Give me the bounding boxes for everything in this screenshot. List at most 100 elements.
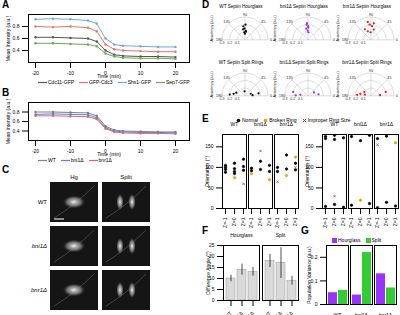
svg-text:Anisotropy (a.u.): Anisotropy (a.u.) <box>210 71 214 97</box>
svg-text:90: 90 <box>306 68 311 73</box>
svg-text:135: 135 <box>286 19 293 24</box>
svg-text:0: 0 <box>396 93 399 98</box>
svg-text:0.2: 0.2 <box>290 97 295 101</box>
svg-text:45: 45 <box>387 19 392 24</box>
svg-text:bnr1Δ: bnr1Δ <box>280 121 294 127</box>
svg-text:0.4: 0.4 <box>13 128 20 134</box>
svg-text:bnr1Δ: bnr1Δ <box>241 309 255 315</box>
svg-text:bni1Δ: bni1Δ <box>270 309 284 315</box>
svg-text:0.6: 0.6 <box>13 35 20 41</box>
svg-text:Anisotropy (a.u.): Anisotropy (a.u.) <box>210 15 214 41</box>
svg-text:Hg: Hg <box>70 174 78 180</box>
svg-text:Mean Intensity (a.u.): Mean Intensity (a.u.) <box>5 98 11 144</box>
svg-text:-10: -10 <box>67 148 74 154</box>
svg-text:0.4: 0.4 <box>13 47 20 53</box>
svg-text:WT: WT <box>38 199 48 205</box>
svg-text:Orientation (°): Orientation (°) <box>304 156 310 188</box>
svg-text:bni1Δ: bni1Δ <box>355 312 368 315</box>
svg-text:20: 20 <box>173 70 179 76</box>
svg-text:25: 25 <box>209 242 215 248</box>
svg-text:45: 45 <box>261 19 266 24</box>
svg-text:Hourglass: Hourglass <box>230 232 253 238</box>
svg-text:0: 0 <box>270 93 273 98</box>
svg-text:0: 0 <box>333 37 336 42</box>
svg-text:90: 90 <box>369 12 374 17</box>
svg-text:bnr1Δ: bnr1Δ <box>280 309 294 315</box>
svg-text:Z=1: Z=1 <box>266 217 272 226</box>
svg-text:Z=1: Z=1 <box>340 217 346 226</box>
svg-text:Z=0: Z=0 <box>283 217 289 226</box>
svg-text:135: 135 <box>349 19 356 24</box>
svg-text:Anisotropy (a.u.): Anisotropy (a.u.) <box>336 71 340 97</box>
svg-text:0.6: 0.6 <box>13 118 20 124</box>
svg-text:0.3: 0.3 <box>282 97 287 101</box>
svg-text:Orientation (°): Orientation (°) <box>204 156 210 188</box>
svg-text:Split: Split <box>120 174 132 180</box>
svg-text:bni1Δ: bni1Δ <box>354 121 367 127</box>
svg-text:5: 5 <box>212 286 215 292</box>
svg-text:90: 90 <box>306 12 311 17</box>
svg-text:Z=0: Z=0 <box>231 217 237 226</box>
svg-text:Z=-1: Z=-1 <box>348 217 354 228</box>
svg-text:Time (min): Time (min) <box>97 151 121 157</box>
svg-text:bnr1Δ: bnr1Δ <box>31 287 47 293</box>
svg-text:45: 45 <box>261 75 266 80</box>
svg-text:0.1: 0.1 <box>361 41 366 45</box>
svg-text:0: 0 <box>396 37 399 42</box>
svg-text:0.8: 0.8 <box>13 109 20 115</box>
svg-text:-10: -10 <box>67 70 74 76</box>
svg-text:135: 135 <box>286 75 293 80</box>
svg-text:bnr1Δ: bnr1Δ <box>380 121 394 127</box>
svg-text:Z=1: Z=1 <box>292 217 298 226</box>
svg-text:Anisotropy (a.u.): Anisotropy (a.u.) <box>336 15 340 41</box>
svg-text:0.3: 0.3 <box>345 41 350 45</box>
svg-text:45: 45 <box>324 19 329 24</box>
svg-text:Z=1: Z=1 <box>392 217 398 226</box>
svg-text:45: 45 <box>387 75 392 80</box>
svg-text:Population Variance (a.u.): Population Variance (a.u.) <box>306 246 312 304</box>
svg-text:Anisotropy (a.u.): Anisotropy (a.u.) <box>273 71 277 97</box>
svg-text:Z=-1: Z=-1 <box>222 217 228 228</box>
svg-text:WT: WT <box>231 121 239 127</box>
svg-text:bnr1Δ: bnr1Δ <box>379 312 393 315</box>
svg-text:135: 135 <box>223 19 230 24</box>
svg-text:90: 90 <box>243 68 248 73</box>
svg-text:90: 90 <box>369 68 374 73</box>
svg-text:0.8: 0.8 <box>13 23 20 29</box>
svg-text:bni1Δ: bni1Δ <box>254 121 267 127</box>
svg-text:Z=1: Z=1 <box>366 217 372 226</box>
svg-text:0: 0 <box>311 205 314 211</box>
svg-text:0.2: 0.2 <box>353 41 358 45</box>
svg-text:0.3: 0.3 <box>219 97 224 101</box>
svg-text:0: 0 <box>212 297 215 303</box>
svg-text:-20: -20 <box>32 70 39 76</box>
svg-text:Anisotropy (a.u.): Anisotropy (a.u.) <box>273 15 277 41</box>
svg-text:Z=-1: Z=-1 <box>248 217 254 228</box>
svg-text:WT: WT <box>334 312 342 315</box>
svg-text:bni1Δ: bni1Δ <box>231 309 245 315</box>
svg-text:90: 90 <box>243 12 248 17</box>
svg-text:0.1: 0.1 <box>361 97 366 101</box>
svg-text:20: 20 <box>173 148 179 154</box>
svg-text:45: 45 <box>324 75 329 80</box>
svg-text:Time (min): Time (min) <box>97 73 121 79</box>
svg-text:0: 0 <box>211 205 214 211</box>
svg-text:Z=-1: Z=-1 <box>322 217 328 228</box>
svg-text:-20: -20 <box>32 148 39 154</box>
svg-text:WT: WT <box>331 121 339 127</box>
svg-text:WT: WT <box>223 310 233 315</box>
svg-text:0.1: 0.1 <box>298 41 303 45</box>
svg-text:135: 135 <box>223 75 230 80</box>
svg-text:Z=0: Z=0 <box>383 217 389 226</box>
svg-text:Split: Split <box>276 232 286 238</box>
svg-text:WT: WT <box>262 310 272 315</box>
svg-text:bni1Δ: bni1Δ <box>32 243 47 249</box>
svg-text:10: 10 <box>138 70 144 76</box>
svg-text:Z=0: Z=0 <box>257 217 263 226</box>
svg-text:0.1: 0.1 <box>298 97 303 101</box>
svg-text:0.2: 0.2 <box>227 97 232 101</box>
svg-text:0.3: 0.3 <box>282 41 287 45</box>
svg-text:Z=0: Z=0 <box>331 217 337 226</box>
svg-text:0.3: 0.3 <box>345 97 350 101</box>
svg-text:0.2: 0.2 <box>290 41 295 45</box>
